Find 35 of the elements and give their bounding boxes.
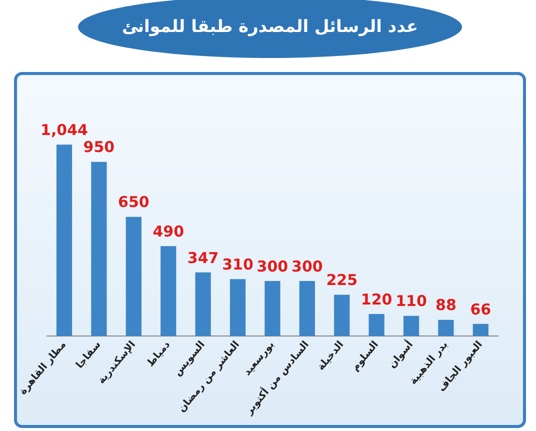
bar <box>91 162 107 336</box>
data-label: 88 <box>436 296 456 314</box>
bar <box>230 279 246 336</box>
x-tick-label: الدخيلة <box>316 339 346 373</box>
data-label: 950 <box>83 138 115 156</box>
x-tick-label: سفاجا <box>74 339 104 371</box>
x-tick-label: مطار القاهرة <box>18 339 69 398</box>
data-label: 1,044 <box>40 120 88 139</box>
bar <box>472 324 488 336</box>
data-label: 300 <box>292 257 323 276</box>
bar <box>264 280 280 336</box>
bar <box>195 272 211 336</box>
data-label: 110 <box>396 292 427 310</box>
data-label: 650 <box>118 193 150 212</box>
chart-title: عدد الرسائل المصدرة طبقا للموانئ <box>78 0 462 58</box>
bar <box>368 314 384 336</box>
data-label: 225 <box>326 271 358 290</box>
data-label: 300 <box>256 257 288 276</box>
data-label: 120 <box>360 290 392 308</box>
x-tick-label: بورسعيد <box>242 339 277 378</box>
bar <box>299 280 315 336</box>
x-tick-label: دمياط <box>145 339 173 370</box>
data-label: 310 <box>222 256 254 274</box>
bar <box>403 316 420 336</box>
x-tick-label: السلوم <box>350 339 381 374</box>
x-tick-label: السويس <box>172 339 208 378</box>
bar <box>334 294 350 336</box>
bar <box>160 246 176 336</box>
bar <box>438 320 454 336</box>
bar <box>126 216 142 336</box>
bar <box>56 144 72 336</box>
data-label: 347 <box>187 248 219 267</box>
data-label: 66 <box>470 300 492 318</box>
data-label: 490 <box>152 222 184 241</box>
x-tick-label: أسوان <box>385 338 416 371</box>
